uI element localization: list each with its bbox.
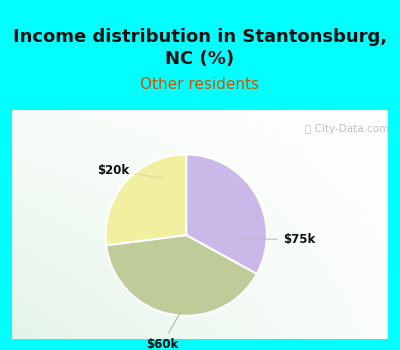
Text: ⓘ City-Data.com: ⓘ City-Data.com bbox=[305, 124, 390, 134]
Wedge shape bbox=[106, 235, 257, 316]
Text: Other residents: Other residents bbox=[140, 77, 260, 92]
Text: $75k: $75k bbox=[239, 233, 315, 246]
Text: Income distribution in Stantonsburg,
NC (%): Income distribution in Stantonsburg, NC … bbox=[13, 28, 387, 68]
Wedge shape bbox=[106, 154, 186, 245]
Wedge shape bbox=[186, 154, 267, 274]
Text: $20k: $20k bbox=[97, 164, 163, 178]
Text: $60k: $60k bbox=[146, 312, 181, 350]
